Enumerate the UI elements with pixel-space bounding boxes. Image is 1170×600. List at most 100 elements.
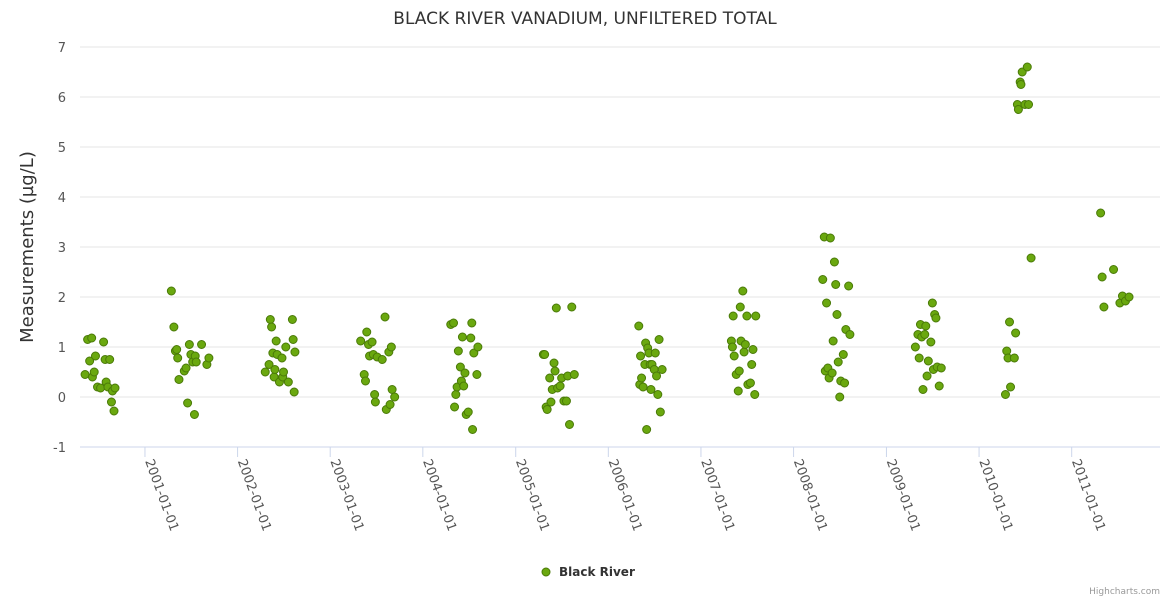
data-point[interactable] [463,407,473,417]
data-point[interactable] [822,298,832,308]
data-point[interactable] [270,365,280,374]
data-point[interactable] [1006,382,1016,392]
data-point[interactable] [1009,353,1019,363]
data-point[interactable] [1096,208,1106,218]
data-point[interactable] [183,398,193,408]
data-point[interactable] [172,345,182,354]
data-point[interactable] [1013,105,1023,114]
data-point[interactable] [450,402,460,412]
data-point[interactable] [189,410,199,419]
data-point[interactable] [367,337,377,347]
data-point[interactable] [831,280,841,289]
data-point[interactable] [283,377,293,387]
data-point[interactable] [655,407,665,417]
data-point[interactable] [550,366,560,376]
data-point[interactable] [561,396,571,406]
data-point[interactable] [1097,272,1107,282]
data-point[interactable] [567,302,577,312]
data-point[interactable] [173,353,183,363]
data-point[interactable] [650,348,660,358]
data-point[interactable] [264,360,274,369]
data-point[interactable] [89,367,99,377]
data-point[interactable] [636,351,646,361]
data-point[interactable] [551,303,561,313]
data-point[interactable] [646,385,656,394]
data-point[interactable] [739,347,749,357]
data-point[interactable] [85,356,95,366]
data-point[interactable] [181,363,191,373]
data-point[interactable] [827,368,837,378]
data-point[interactable] [106,397,116,407]
data-point[interactable] [468,425,478,434]
data-point[interactable] [279,367,289,377]
data-point[interactable] [472,370,482,379]
data-point[interactable] [360,376,370,386]
data-point[interactable] [735,302,745,312]
data-point[interactable] [638,382,648,392]
data-point[interactable] [921,321,931,331]
data-point[interactable] [634,321,644,331]
legend-marker[interactable] [541,567,551,577]
data-point[interactable] [914,353,924,363]
credits-link[interactable]: Highcharts.com [1089,587,1160,597]
data-point[interactable] [467,318,477,328]
data-point[interactable] [642,425,652,434]
legend-label-black-river[interactable]: Black River [559,565,635,579]
data-point[interactable] [281,342,291,352]
data-point[interactable] [742,311,752,321]
data-point[interactable] [1016,80,1026,89]
data-point[interactable] [1005,317,1015,327]
data-point[interactable] [370,397,380,407]
data-point[interactable] [290,347,300,357]
data-point[interactable] [927,298,937,308]
data-point[interactable] [390,392,400,402]
data-point[interactable] [289,387,299,397]
data-point[interactable] [90,351,100,361]
data-point[interactable] [934,381,944,391]
data-point[interactable] [87,333,97,343]
data-point[interactable] [926,337,936,347]
data-point[interactable] [265,315,275,324]
data-point[interactable] [277,353,287,363]
data-point[interactable] [110,383,120,393]
data-point[interactable] [459,381,469,391]
data-point[interactable] [829,257,839,267]
data-point[interactable] [738,286,748,296]
data-point[interactable] [838,350,848,359]
data-point[interactable] [260,367,270,377]
data-point[interactable] [653,390,663,399]
data-point[interactable] [455,362,465,372]
data-point[interactable] [918,385,928,394]
data-point[interactable] [460,368,470,378]
data-point[interactable] [184,340,194,349]
data-point[interactable] [1124,292,1134,302]
data-point[interactable] [473,342,483,352]
data-point[interactable] [637,373,647,383]
data-point[interactable] [174,375,184,384]
data-point[interactable] [931,313,941,323]
data-point[interactable] [751,311,761,321]
data-point[interactable] [362,327,372,337]
data-point[interactable] [657,365,667,374]
data-point[interactable] [747,360,757,369]
data-point[interactable] [109,406,119,416]
data-point[interactable] [652,371,662,381]
data-point[interactable] [457,332,467,342]
data-point[interactable] [825,233,835,243]
data-point[interactable] [380,312,390,322]
data-point[interactable] [818,275,828,284]
data-point[interactable] [923,356,933,366]
data-point[interactable] [204,353,214,363]
data-point[interactable] [733,386,743,396]
data-point[interactable] [845,330,855,339]
data-point[interactable] [734,366,744,376]
data-point[interactable] [387,385,397,394]
data-point[interactable] [386,342,396,352]
data-point[interactable] [1011,328,1021,338]
data-point[interactable] [288,335,298,344]
data-point[interactable] [549,358,559,368]
data-point[interactable] [745,378,755,388]
data-point[interactable] [922,371,932,381]
data-point[interactable] [740,340,750,349]
data-point[interactable] [267,322,277,332]
